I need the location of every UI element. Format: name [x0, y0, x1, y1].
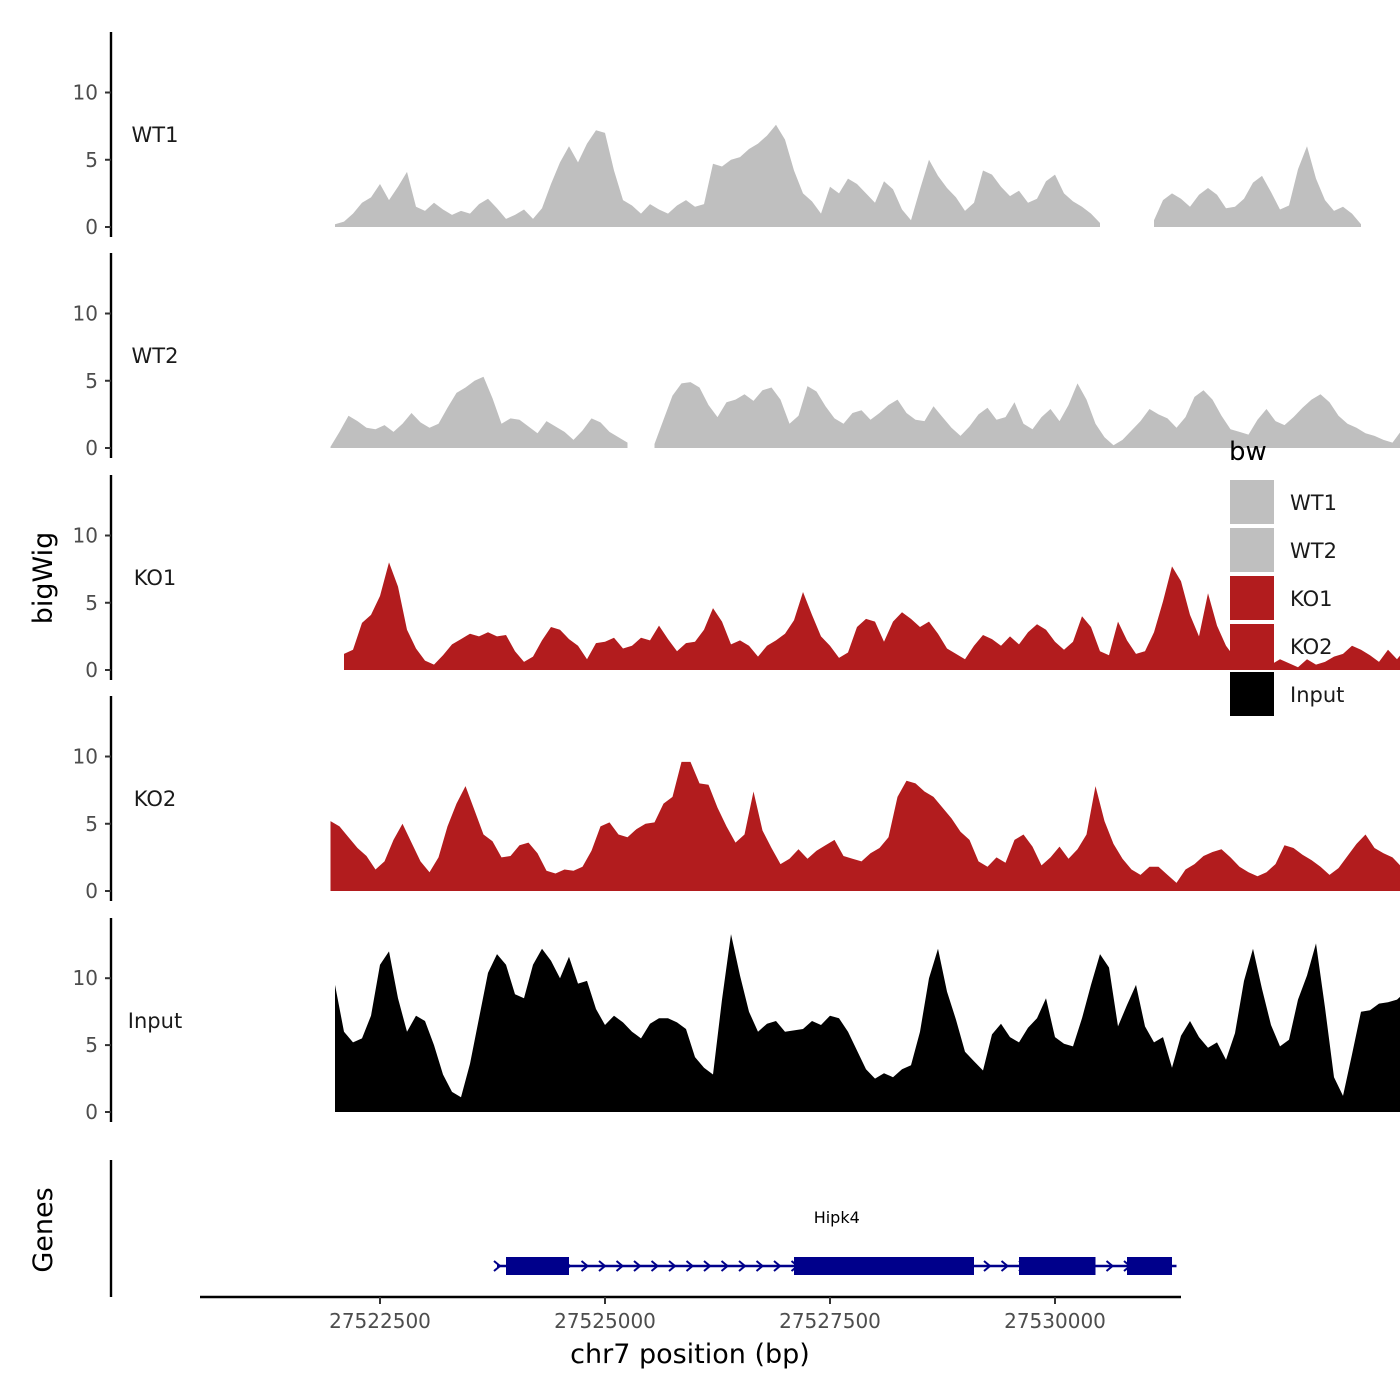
track-input: 0 5 10 Input — [73, 918, 1400, 1124]
track-label: WT2 — [132, 344, 179, 368]
y-tick-label: 5 — [85, 812, 98, 836]
y-tick-label: 5 — [85, 148, 98, 172]
legend-title: bw — [1229, 437, 1267, 467]
legend-item-wt1: WT1 — [1230, 480, 1337, 524]
area-wt2 — [654, 382, 1400, 448]
strand-arrow — [650, 1260, 660, 1272]
y-tick-label: 10 — [73, 745, 98, 769]
legend-label: WT1 — [1290, 491, 1337, 515]
strand-arrow — [615, 1260, 625, 1272]
gene-track-label: Genes — [28, 1187, 59, 1272]
y-tick-label: 10 — [73, 524, 98, 548]
x-tick-label: 27525000 — [554, 1309, 656, 1333]
strand-arrow — [598, 1260, 607, 1272]
y-tick-label: 5 — [85, 1033, 98, 1057]
strand-arrow — [685, 1260, 695, 1272]
x-tick-label: 27527500 — [779, 1309, 881, 1333]
y-tick-label: 5 — [85, 369, 98, 393]
strand-arrow — [1105, 1260, 1115, 1272]
gene-exon — [794, 1257, 974, 1275]
legend-swatch — [1230, 624, 1274, 668]
strand-arrow — [738, 1260, 747, 1272]
tracks: 0 5 10 WT1 0 5 10 WT2 0 5 10 KO1 0 5 10 KO2 0 5 10 Input — [73, 32, 1400, 1124]
legend-item-ko1: KO1 — [1230, 576, 1333, 620]
gene-track: Hipk4 — [109, 1160, 1177, 1297]
y-axis-title: bigWig — [28, 532, 59, 625]
track-label: KO2 — [134, 787, 177, 811]
y-tick-label: 5 — [85, 591, 98, 615]
track-wt2: 0 5 10 WT2 — [73, 253, 1400, 460]
area-wt2 — [330, 376, 628, 448]
strand-arrow — [668, 1260, 677, 1272]
legend-item-input: Input — [1230, 672, 1344, 716]
track-ko1: 0 5 10 KO1 — [73, 475, 1400, 682]
x-tick-label: 27522500 — [329, 1309, 431, 1333]
legend-swatch — [1230, 672, 1274, 716]
y-tick-label: 10 — [73, 966, 98, 990]
gene-label: Hipk4 — [814, 1208, 860, 1227]
strand-arrow — [703, 1260, 712, 1272]
x-axis: 27522500 27525000 27527500 27530000 — [200, 1295, 1181, 1333]
strand-arrow — [773, 1260, 782, 1272]
y-tick-label: 0 — [85, 436, 98, 460]
track-wt1: 0 5 10 WT1 — [73, 32, 1361, 239]
strand-arrow — [580, 1260, 590, 1272]
strand-arrow — [720, 1260, 730, 1272]
y-tick-label: 10 — [73, 302, 98, 326]
track-label: Input — [128, 1009, 182, 1033]
legend-item-wt2: WT2 — [1230, 528, 1337, 572]
area-ko2 — [330, 761, 1400, 891]
track-label: WT1 — [132, 123, 179, 147]
y-tick-label: 0 — [85, 658, 98, 682]
area-input — [335, 934, 1400, 1112]
strand-arrow — [493, 1260, 502, 1272]
x-tick-label: 27530000 — [1004, 1309, 1106, 1333]
gene-exon — [1019, 1257, 1096, 1275]
legend-swatch — [1230, 528, 1274, 572]
legend-label: KO2 — [1290, 635, 1333, 659]
strand-arrow — [633, 1260, 642, 1272]
track-ko2: 0 5 10 KO2 — [73, 696, 1400, 903]
y-tick-label: 10 — [73, 81, 98, 105]
y-tick-label: 0 — [85, 879, 98, 903]
area-wt1 — [335, 124, 1100, 227]
track-label: KO1 — [134, 566, 177, 590]
gene-exon — [1127, 1257, 1172, 1275]
legend-label: Input — [1290, 683, 1344, 707]
legend-label: WT2 — [1290, 539, 1337, 563]
legend: bw WT1 WT2 KO1 KO2 Input — [1229, 437, 1344, 716]
area-wt1 — [1154, 146, 1361, 227]
area-ko1 — [344, 562, 1400, 670]
x-axis-title: chr7 position (bp) — [570, 1339, 810, 1370]
y-tick-label: 0 — [85, 1100, 98, 1124]
legend-label: KO1 — [1290, 587, 1333, 611]
strand-arrow — [1000, 1260, 1010, 1272]
strand-arrow — [755, 1260, 765, 1272]
legend-item-ko2: KO2 — [1230, 624, 1333, 668]
y-tick-label: 0 — [85, 215, 98, 239]
strand-arrow — [983, 1260, 992, 1272]
legend-swatch — [1230, 576, 1274, 620]
gene-exon — [506, 1257, 569, 1275]
legend-swatch — [1230, 480, 1274, 524]
